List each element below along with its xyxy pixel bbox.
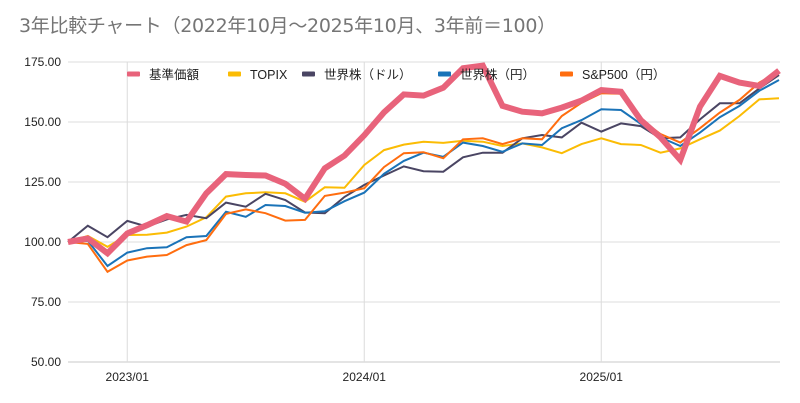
series-line-0 bbox=[67, 62, 781, 258]
legend-label: TOPIX bbox=[250, 68, 288, 82]
y-tick-label: 150.00 bbox=[24, 115, 61, 129]
series-lines bbox=[67, 62, 781, 274]
x-gridlines bbox=[126, 62, 602, 362]
y-tick-label: 100.00 bbox=[24, 235, 61, 249]
legend-swatch bbox=[438, 71, 451, 77]
legend-label: S&P500（円） bbox=[582, 68, 665, 82]
legend-item: 世界株（ドル） bbox=[302, 67, 412, 82]
x-tick-label: 2023/01 bbox=[106, 370, 150, 384]
series-line-1 bbox=[67, 97, 780, 248]
legend-swatch bbox=[560, 71, 573, 77]
legend-item: 基準価額 bbox=[127, 67, 200, 82]
y-axis-ticks: 50.00 75.00 100.00 125.00 150.00 175.00 bbox=[24, 55, 61, 369]
x-tick-label: 2025/01 bbox=[580, 370, 624, 384]
y-tick-label: 175.00 bbox=[24, 55, 61, 69]
legend-label: 世界株（円） bbox=[460, 67, 535, 82]
legend-item: TOPIX bbox=[228, 68, 288, 82]
y-gridlines bbox=[68, 61, 780, 363]
legend-item: S&P500（円） bbox=[560, 68, 665, 82]
legend-item: 世界株（円） bbox=[438, 67, 535, 82]
legend: 基準価額 TOPIX 世界株（ドル） 世界株（円） S&P500（円） bbox=[127, 67, 665, 82]
legend-swatch bbox=[302, 71, 315, 77]
y-tick-label: 75.00 bbox=[31, 295, 61, 309]
y-tick-label: 50.00 bbox=[31, 355, 61, 369]
x-axis-ticks: 2023/01 2024/01 2025/01 bbox=[106, 370, 624, 384]
legend-label: 基準価額 bbox=[149, 67, 200, 82]
legend-swatch bbox=[228, 71, 241, 77]
series-line-3 bbox=[67, 79, 780, 268]
x-tick-label: 2024/01 bbox=[343, 370, 387, 384]
legend-swatch bbox=[127, 71, 140, 77]
chart-title: 3年比較チャート（2022年10月～2025年10月、3年前＝100） bbox=[19, 15, 556, 37]
legend-label: 世界株（ドル） bbox=[324, 67, 412, 82]
y-tick-label: 125.00 bbox=[24, 175, 61, 189]
